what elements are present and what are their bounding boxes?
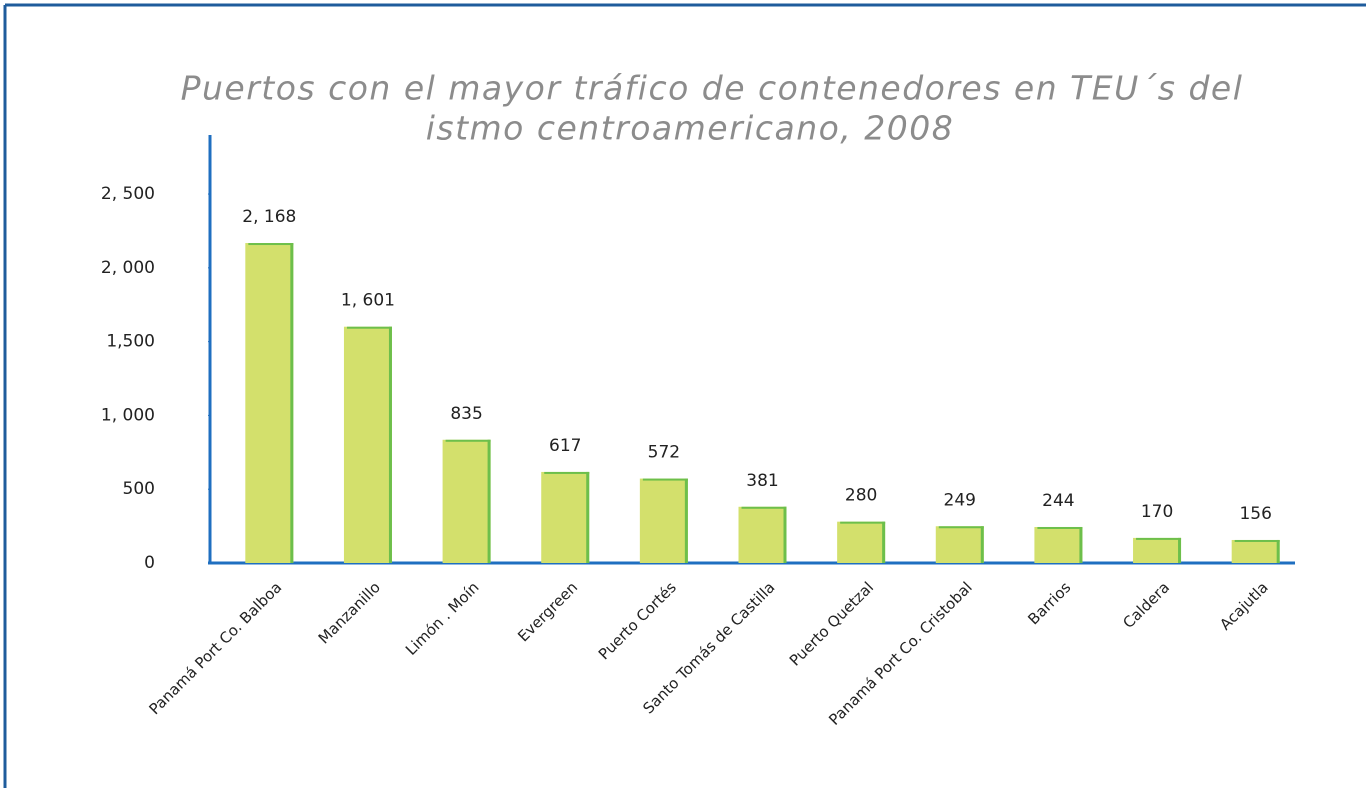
bar-edge	[882, 521, 886, 563]
bar	[343, 326, 392, 563]
bar-top	[1136, 537, 1182, 540]
bar-top	[346, 326, 392, 329]
x-tick-label: Barrios	[1024, 578, 1074, 628]
bar-edge	[1079, 526, 1083, 563]
x-tick-label: Panamá Port Co. Balboa	[145, 578, 285, 718]
bar-edge	[1178, 537, 1182, 563]
data-label: 156	[1239, 504, 1271, 524]
data-label: 249	[944, 490, 976, 510]
bar-top	[642, 478, 688, 481]
y-tick-label: 0	[144, 553, 155, 573]
bar	[1133, 537, 1182, 563]
x-tick-label: Caldera	[1119, 578, 1173, 632]
bar	[639, 478, 688, 563]
bar-top	[544, 471, 590, 474]
bar	[738, 506, 787, 563]
bar-top	[445, 439, 491, 442]
x-tick-label: Limón . Moín	[402, 578, 483, 659]
bar	[1034, 526, 1083, 563]
bar-top	[248, 243, 294, 246]
bar-edge	[783, 506, 787, 563]
y-tick-label: 500	[123, 479, 155, 499]
bar-top	[938, 526, 984, 529]
data-label: 2, 168	[242, 207, 296, 227]
y-tick-label: 1, 000	[101, 405, 155, 425]
data-label: 170	[1141, 502, 1173, 522]
bar-edge	[684, 478, 688, 563]
bar-edge	[388, 326, 392, 563]
data-label: 280	[845, 486, 877, 506]
data-label: 381	[746, 471, 778, 491]
bar-top	[840, 521, 886, 524]
bar-top	[741, 506, 787, 509]
bar-top	[1234, 539, 1280, 542]
bar-edge	[980, 526, 984, 563]
y-tick-label: 2, 000	[101, 258, 155, 278]
x-tick-label: Puerto Cortés	[595, 578, 680, 663]
bar	[541, 471, 590, 563]
bar-top	[1037, 526, 1083, 529]
data-label: 617	[549, 436, 581, 456]
bar-edge	[487, 439, 491, 563]
x-tick-label: Puerto Quetzal	[786, 578, 877, 669]
x-tick-label: Evergreen	[514, 578, 581, 645]
chart-title: Puertos con el mayor tráfico de contened…	[181, 69, 1244, 108]
x-tick-label: Acajutla	[1216, 578, 1271, 633]
bar-edge	[290, 243, 294, 564]
bar	[837, 521, 886, 563]
data-label: 1, 601	[341, 291, 395, 311]
bar	[935, 526, 984, 563]
data-label: 244	[1042, 491, 1074, 511]
chart-title: istmo centroamericano, 2008	[426, 109, 955, 148]
y-tick-label: 2, 500	[101, 184, 155, 204]
x-tick-label: Manzanillo	[315, 578, 384, 647]
data-label: 572	[648, 443, 680, 463]
y-tick-label: 1,500	[106, 332, 155, 352]
bar-edge	[1276, 539, 1280, 563]
bar	[442, 439, 491, 563]
bar	[245, 243, 294, 564]
bar	[1231, 539, 1280, 563]
data-label: 835	[450, 404, 482, 424]
bar-edge	[586, 471, 590, 563]
